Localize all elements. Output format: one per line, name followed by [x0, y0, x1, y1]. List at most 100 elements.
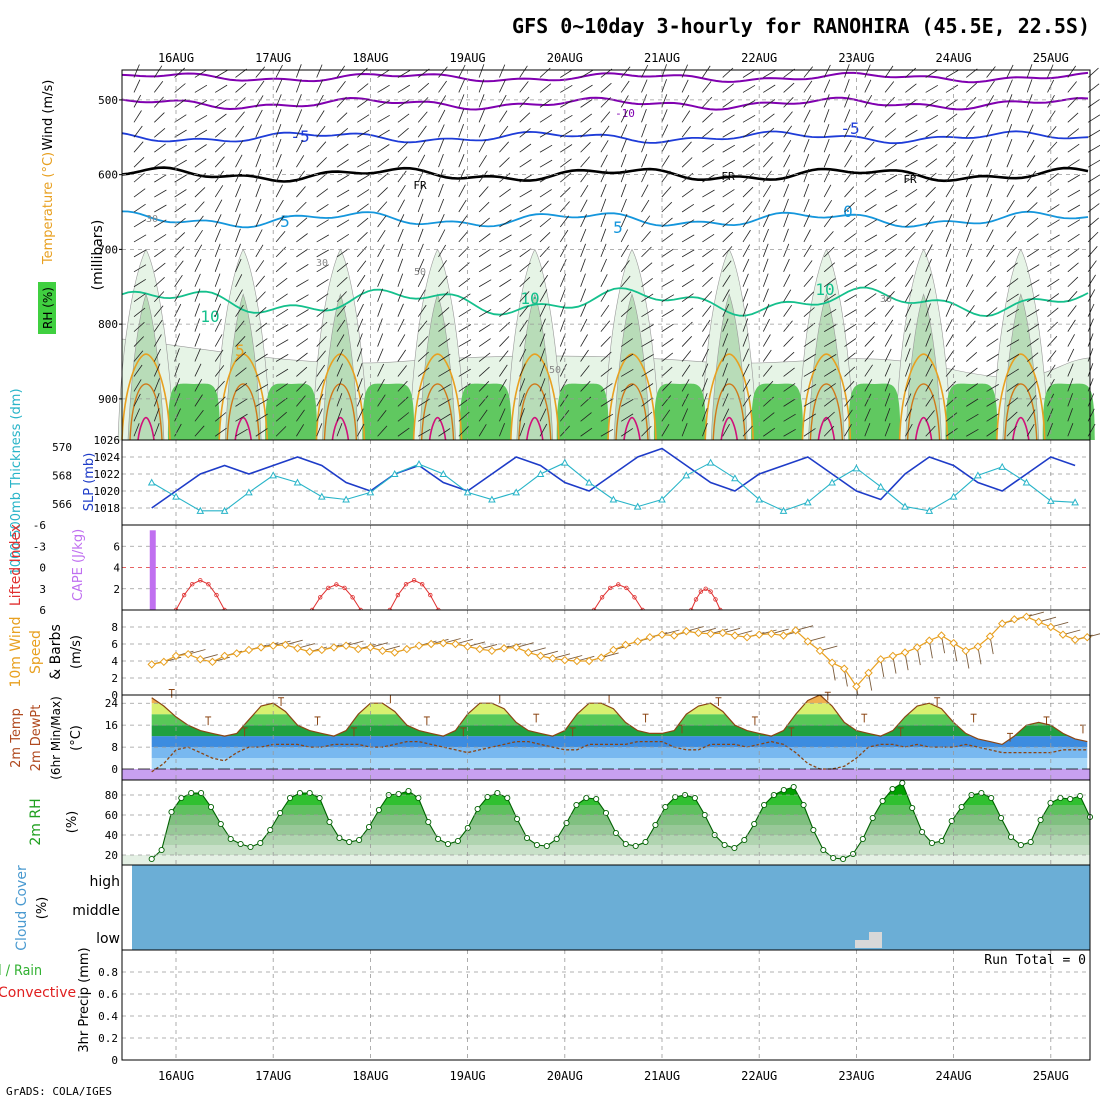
- wind-barb: [133, 364, 143, 377]
- wind-barb: [458, 411, 470, 422]
- wind-barb: [194, 129, 208, 138]
- wind-barb: [255, 66, 266, 78]
- wind-barb: [275, 308, 289, 318]
- wind-barb: [1026, 248, 1040, 258]
- thickness-marker: [512, 488, 521, 496]
- li-tick-label: 6: [39, 604, 46, 617]
- contour-label: 10: [200, 307, 219, 326]
- temp-band: [151, 714, 1088, 726]
- rh-marker: [237, 840, 244, 848]
- wind-barb: [417, 213, 424, 228]
- temp-tick-label: 8: [111, 741, 118, 754]
- wind-barb: [641, 383, 654, 392]
- rh-marker: [168, 808, 175, 816]
- wind-barb: [133, 125, 143, 138]
- wind-barb: [763, 396, 774, 407]
- thickness-marker: [609, 495, 618, 503]
- wind-barb: [316, 94, 324, 108]
- temp-units-label: (°C): [69, 725, 84, 751]
- wind-barb: [823, 109, 830, 123]
- wind-barb: [1026, 264, 1040, 273]
- rh-marker: [365, 823, 373, 831]
- wind-barb: [377, 333, 384, 347]
- wind-barb: [458, 94, 465, 108]
- contour-label: 10: [520, 289, 539, 308]
- wind-barb: [600, 169, 608, 183]
- wind-barb: [458, 354, 472, 362]
- wind-barb: [864, 188, 877, 198]
- wind-barb: [296, 233, 308, 243]
- wind-barb: [296, 294, 309, 303]
- wind-barb: [478, 294, 492, 303]
- wind-barb: [296, 186, 306, 198]
- wind-barb: [397, 273, 404, 287]
- wind-speed-marker: [827, 658, 837, 667]
- wind-barb: [336, 219, 350, 228]
- wind-barb: [803, 214, 811, 228]
- wind-barb: [884, 143, 897, 153]
- wind-barb: [600, 413, 614, 422]
- wind-barb: [823, 215, 833, 228]
- wind-barb: [702, 159, 715, 168]
- wind-barb: [945, 214, 953, 228]
- wind-barb: [336, 189, 350, 198]
- wind-barb: [235, 304, 244, 317]
- wind-barb: [478, 217, 490, 228]
- rh-marker: [820, 846, 827, 854]
- wind-barb: [702, 233, 715, 243]
- wind-barb: [235, 183, 242, 198]
- wind-barb: [742, 288, 749, 302]
- wind-barb: [275, 230, 286, 243]
- wind-barb: [681, 393, 689, 407]
- wind-barb: [478, 381, 490, 392]
- wind-barb: [580, 228, 587, 243]
- wind-barb: [194, 333, 201, 347]
- rh-80-shade: [654, 383, 706, 440]
- wind-barb: [336, 334, 345, 347]
- wind-barb: [235, 97, 246, 108]
- wind-barb: [945, 258, 952, 272]
- wind-barb: [925, 201, 936, 213]
- wind-barb: [1006, 64, 1014, 78]
- wind-barb: [600, 336, 611, 347]
- wind-barb: [194, 100, 208, 108]
- wind-barb: [316, 79, 324, 93]
- wind-speed-marker: [171, 651, 181, 661]
- wind-barb: [1047, 126, 1057, 138]
- wind-barb: [174, 114, 187, 123]
- wind-barb: [417, 383, 430, 392]
- wind-barb: [519, 408, 525, 422]
- wind-barb: [905, 246, 915, 258]
- wind-barb: [1026, 380, 1038, 392]
- wind-barb: [965, 243, 972, 258]
- wind-barb: [905, 363, 911, 377]
- wind-barb: [1006, 411, 1018, 422]
- wind-barb: [133, 249, 147, 258]
- wind-barb: [1006, 308, 1020, 318]
- wind-barb: [803, 275, 814, 288]
- contour-label: 50: [414, 267, 426, 278]
- wind-barb: [783, 398, 796, 407]
- wind-barb: [905, 159, 918, 168]
- temperature-label: Temperature (°C): [41, 152, 56, 265]
- wind-speed-marker: [888, 651, 898, 661]
- wind-speed-marker: [876, 655, 885, 664]
- wind-barb: [966, 428, 979, 437]
- wind-barb: [194, 273, 201, 287]
- wind-barb: [844, 395, 854, 407]
- wind-barb: [986, 229, 994, 243]
- wind-barb: [275, 293, 288, 303]
- wind-barb: [722, 363, 728, 377]
- wind-barb: [1006, 138, 1013, 153]
- wind-barb: [580, 142, 591, 153]
- wind-barb: [905, 423, 913, 437]
- rh-tick-label: 40: [105, 829, 118, 842]
- wind-barb: [823, 278, 836, 288]
- wind-barb: [661, 279, 675, 288]
- wind-speed-marker: [511, 643, 521, 652]
- rh-legend-swatch: [38, 282, 56, 334]
- wind-barb: [377, 259, 385, 272]
- wind-barb: [884, 174, 898, 183]
- thickness-marker: [1046, 496, 1055, 504]
